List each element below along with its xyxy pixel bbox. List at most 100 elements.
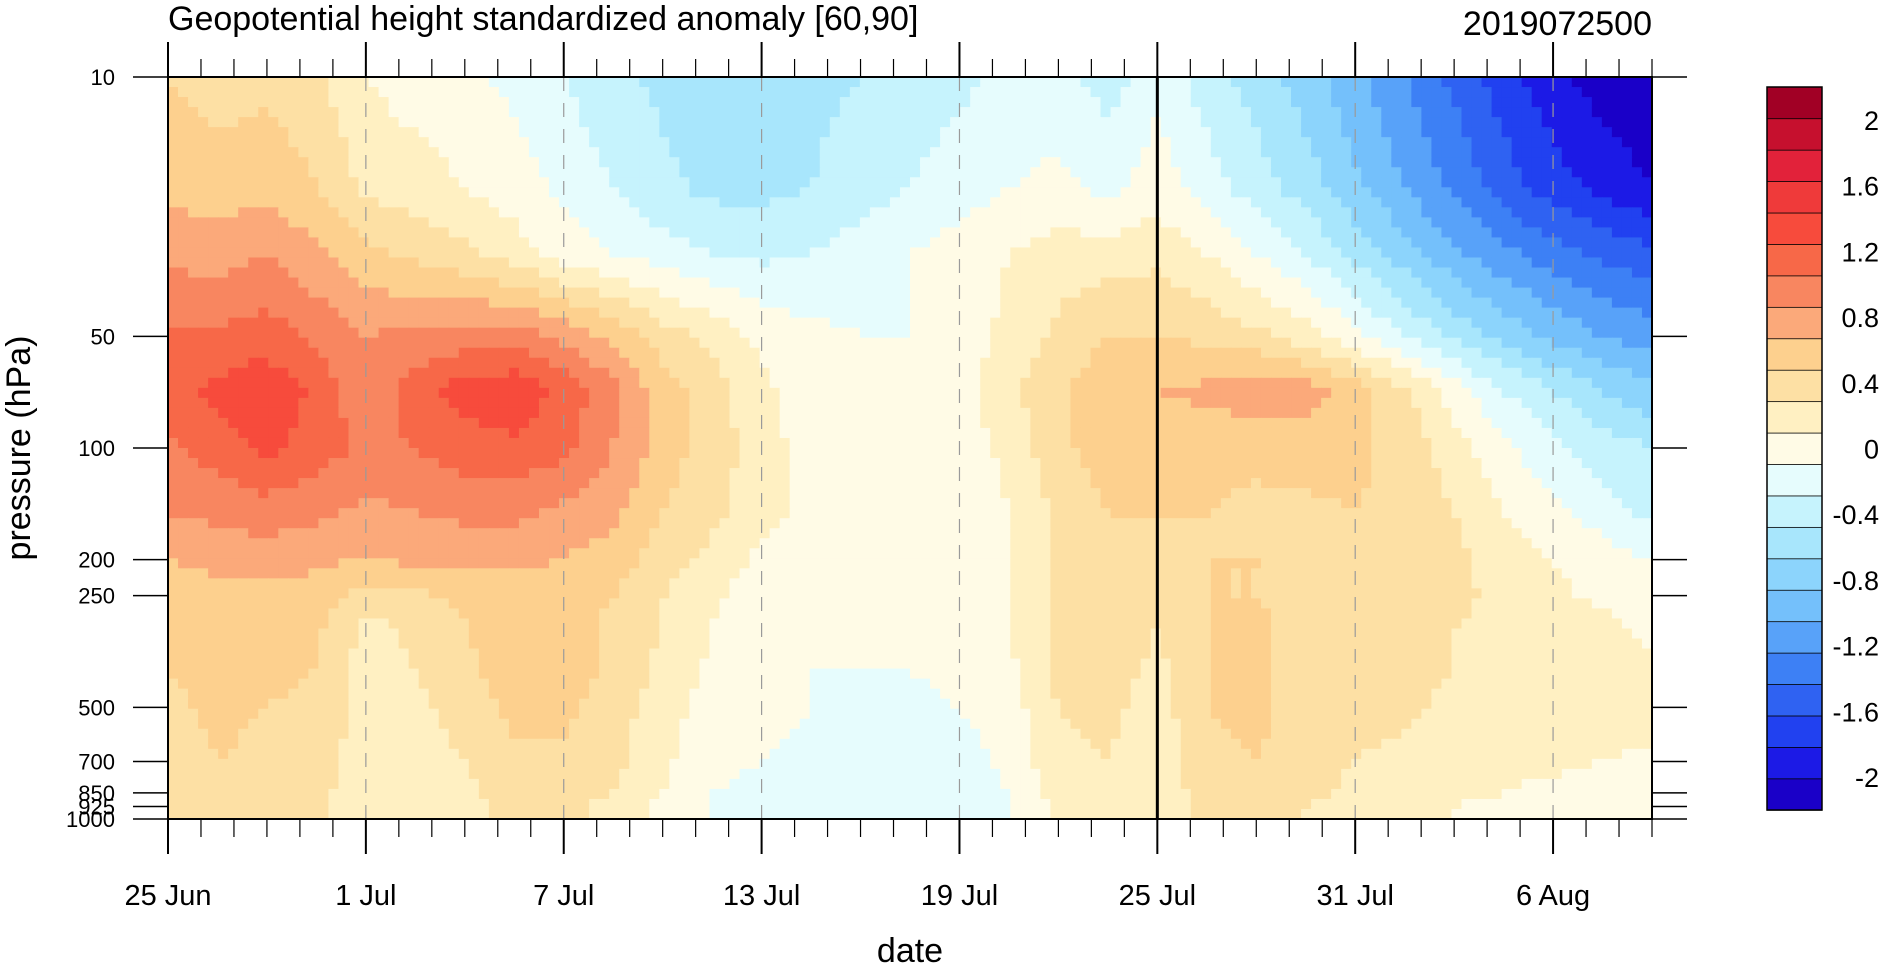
- contour-cell: [960, 367, 971, 379]
- contour-cell: [1070, 337, 1082, 349]
- contour-cell: [1441, 327, 1453, 339]
- contour-cell: [1170, 157, 1182, 168]
- contour-cell: [298, 347, 309, 359]
- contour-cell: [1531, 227, 1543, 239]
- contour-cell: [799, 137, 811, 148]
- contour-cell: [1050, 247, 1062, 259]
- contour-cell: [1130, 87, 1142, 98]
- contour-cell: [228, 187, 239, 198]
- contour-cell: [689, 97, 701, 108]
- contour-cell: [960, 287, 971, 299]
- contour-cell: [679, 157, 691, 168]
- contour-cell: [1431, 167, 1443, 178]
- contour-cell: [1501, 97, 1513, 108]
- contour-cell: [1581, 97, 1593, 108]
- contour-cell: [338, 267, 350, 279]
- contour-cell: [438, 97, 450, 108]
- contour-cell: [198, 287, 209, 299]
- contour-cell: [438, 357, 450, 369]
- contour-cell: [348, 237, 360, 249]
- contour-cell: [559, 307, 570, 319]
- contour-cell: [990, 77, 1001, 88]
- contour-cell: [799, 147, 811, 158]
- contour-cell: [920, 377, 931, 389]
- contour-cell: [1331, 207, 1342, 218]
- contour-cell: [839, 277, 851, 289]
- contour-cell: [1190, 407, 1202, 419]
- contour-cell: [669, 147, 680, 158]
- contour-cell: [218, 327, 229, 339]
- contour-cell: [1571, 187, 1583, 198]
- contour-cell: [1200, 157, 1212, 168]
- contour-cell: [1341, 307, 1352, 319]
- contour-cell: [478, 407, 490, 419]
- contour-cell: [1080, 127, 1092, 138]
- contour-cell: [198, 137, 209, 148]
- contour-cell: [1431, 327, 1443, 339]
- contour-cell: [1441, 217, 1453, 229]
- contour-cell: [218, 387, 229, 399]
- contour-cell: [388, 167, 400, 178]
- contour-cell: [388, 107, 400, 118]
- contour-cell: [819, 247, 831, 259]
- contour-cell: [759, 167, 771, 178]
- contour-cell: [749, 307, 761, 319]
- contour-cell: [488, 87, 500, 98]
- contour-cell: [1421, 157, 1433, 168]
- contour-cell: [609, 237, 620, 249]
- contour-cell: [1311, 357, 1322, 369]
- contour-cell: [1421, 87, 1433, 98]
- contour-cell: [1321, 237, 1332, 249]
- contour-cell: [468, 377, 480, 389]
- contour-cell: [1601, 387, 1613, 399]
- contour-cell: [458, 337, 470, 349]
- contour-cell: [589, 207, 600, 218]
- contour-cell: [1641, 397, 1652, 409]
- contour-cell: [1281, 207, 1292, 218]
- contour-cell: [1110, 217, 1122, 229]
- contour-cell: [1110, 157, 1122, 168]
- contour-cell: [920, 347, 931, 359]
- contour-cell: [1411, 377, 1422, 389]
- contour-cell: [1090, 137, 1102, 148]
- contour-cell: [679, 347, 691, 359]
- contour-cell: [1301, 177, 1312, 188]
- contour-cell: [358, 87, 370, 98]
- contour-cell: [899, 107, 911, 118]
- contour-cell: [579, 107, 590, 118]
- contour-cell: [1401, 337, 1412, 349]
- contour-cell: [869, 247, 881, 259]
- contour-cell: [1010, 267, 1021, 279]
- contour-cell: [218, 117, 229, 128]
- contour-cell: [1471, 337, 1483, 349]
- contour-cell: [889, 127, 901, 138]
- contour-cell: [1160, 247, 1172, 259]
- contour-cell: [599, 267, 610, 279]
- contour-cell: [1331, 137, 1342, 148]
- contour-cell: [1090, 277, 1102, 289]
- contour-cell: [1210, 177, 1222, 188]
- contour-cell: [1090, 77, 1102, 88]
- contour-cell: [288, 167, 299, 178]
- contour-cell: [639, 147, 650, 158]
- contour-cell: [849, 267, 861, 279]
- contour-cell: [418, 287, 430, 299]
- contour-cell: [298, 277, 309, 289]
- contour-cell: [910, 377, 921, 389]
- contour-cell: [889, 87, 901, 98]
- contour-cell: [1190, 107, 1202, 118]
- contour-cell: [298, 117, 309, 128]
- contour-cell: [799, 247, 811, 259]
- contour-cell: [1361, 247, 1372, 259]
- contour-cell: [218, 397, 229, 409]
- contour-cell: [488, 137, 500, 148]
- contour-cell: [1571, 357, 1583, 369]
- contour-cell: [769, 227, 781, 239]
- contour-cell: [308, 277, 320, 289]
- contour-cell: [709, 147, 721, 158]
- contour-cell: [1511, 287, 1523, 299]
- contour-cell: [619, 377, 630, 389]
- contour-cell: [1270, 167, 1282, 178]
- contour-cell: [1070, 397, 1082, 409]
- contour-cell: [1351, 107, 1362, 118]
